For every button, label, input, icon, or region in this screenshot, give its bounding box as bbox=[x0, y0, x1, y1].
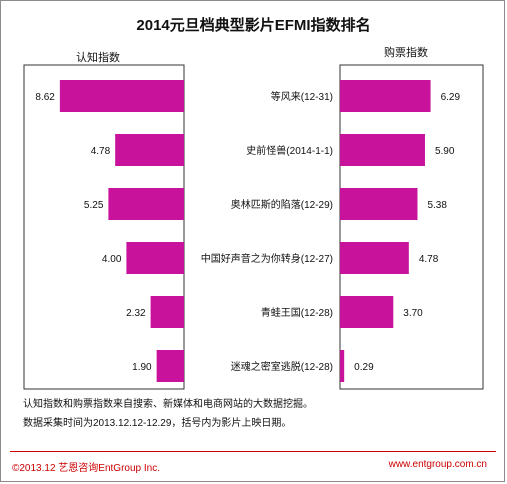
left-bar-value-label: 4.78 bbox=[91, 146, 111, 157]
category-label: 等风来(12-31) bbox=[271, 90, 333, 103]
category-label: 奥林匹斯的陷落(12-29) bbox=[231, 198, 333, 211]
chart-title: 2014元旦档典型影片EFMI指数排名 bbox=[136, 17, 371, 34]
right-bar-value-label: 3.70 bbox=[403, 308, 423, 319]
right-bar-value-label: 6.29 bbox=[441, 92, 461, 103]
note-line-1: 认知指数和购票指数来自搜索、新媒体和电商网站的大数据挖掘。 bbox=[23, 399, 313, 410]
right-bar bbox=[340, 134, 425, 166]
category-label: 青蛙王国(12-28) bbox=[261, 306, 333, 319]
footer-website: www.entgroup.com.cn bbox=[388, 459, 487, 470]
category-label: 史前怪兽(2014-1-1) bbox=[246, 144, 333, 157]
left-panel-label: 认知指数 bbox=[76, 52, 120, 64]
right-bar-value-label: 0.29 bbox=[354, 362, 374, 373]
category-label: 迷魂之密室逃脱(12-28) bbox=[231, 360, 333, 373]
left-panel-frame bbox=[23, 64, 185, 390]
footer-copyright: ©2013.12 艺恩咨询EntGroup Inc. bbox=[12, 463, 160, 474]
right-bar bbox=[340, 350, 345, 382]
right-bar-value-label: 5.38 bbox=[427, 200, 447, 211]
left-bar bbox=[150, 296, 184, 328]
right-bar bbox=[340, 296, 394, 328]
left-bar bbox=[108, 188, 184, 220]
left-bar bbox=[115, 134, 184, 166]
note-line-2: 数据采集时间为2013.12.12-12.29，括号内为影片上映日期。 bbox=[23, 418, 292, 429]
right-bar bbox=[340, 188, 418, 220]
right-bar bbox=[340, 80, 431, 112]
butterfly-bar-chart: 8.62 等风来(12-31) 6.29 4.78 史前怪兽(2014-1-1) 5.90… bbox=[23, 64, 484, 390]
right-panel-label: 购票指数 bbox=[384, 47, 428, 59]
left-bar-value-label: 5.25 bbox=[84, 200, 104, 211]
right-panel-frame bbox=[339, 64, 484, 390]
right-bar-value-label: 5.90 bbox=[435, 146, 455, 157]
left-bar-value-label: 1.90 bbox=[132, 362, 152, 373]
left-bar bbox=[156, 350, 184, 382]
footer-divider bbox=[10, 451, 496, 452]
category-label: 中国好声音之为你转身(12-27) bbox=[201, 252, 333, 265]
left-bar-value-label: 4.00 bbox=[102, 254, 122, 265]
notes: 认知指数和购票指数来自搜索、新媒体和电商网站的大数据挖掘。 数据采集时间为201… bbox=[23, 395, 313, 433]
left-bar-value-label: 2.32 bbox=[126, 308, 146, 319]
right-bar bbox=[340, 242, 409, 274]
left-bar bbox=[126, 242, 184, 274]
left-bar-value-label: 8.62 bbox=[35, 92, 55, 103]
left-bar bbox=[59, 80, 184, 112]
right-bar-value-label: 4.78 bbox=[419, 254, 439, 265]
